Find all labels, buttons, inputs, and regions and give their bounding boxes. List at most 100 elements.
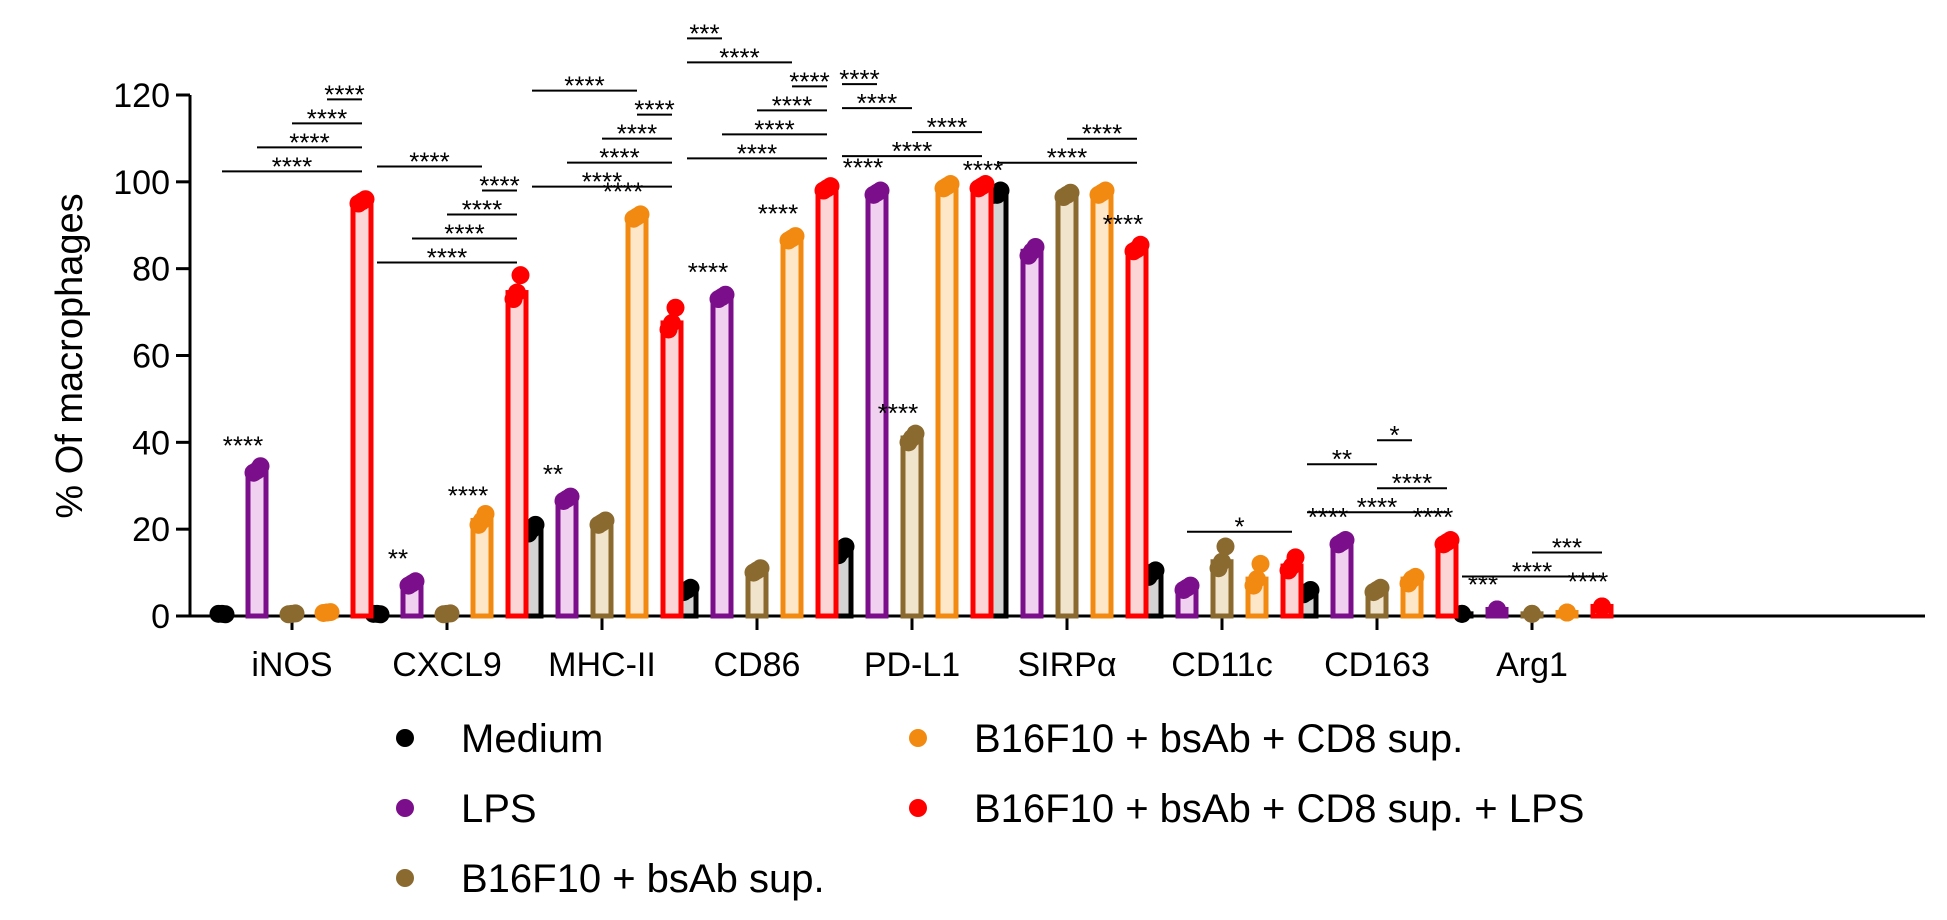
- data-point: [1438, 533, 1456, 552]
- significance-label: ****: [444, 219, 484, 249]
- significance-label: ****: [324, 79, 364, 109]
- data-point: [1368, 580, 1386, 599]
- data-point: [1488, 600, 1506, 619]
- significance-label: ****: [1357, 492, 1397, 522]
- significance-label: ****: [1392, 468, 1432, 498]
- significance-label: ****: [878, 398, 918, 428]
- data-point: [1283, 557, 1301, 576]
- x-tick-label: SIRPα: [1017, 646, 1116, 684]
- data-point: [438, 604, 456, 623]
- data-point: [1093, 183, 1111, 202]
- significance-label: ****: [737, 138, 777, 168]
- significance-label: *: [1389, 420, 1399, 450]
- bar: [1055, 192, 1079, 619]
- bar: [1020, 248, 1044, 619]
- significance-label: ****: [1568, 566, 1608, 596]
- data-point: [318, 603, 336, 622]
- data-point: [1216, 537, 1235, 556]
- bar: [780, 235, 804, 619]
- data-point: [1213, 552, 1231, 571]
- significance-label: ****: [1047, 143, 1087, 173]
- bar: [935, 183, 959, 619]
- significance-label: ****: [1103, 209, 1143, 239]
- legend-marker: [909, 799, 927, 817]
- bar: [590, 520, 614, 619]
- significance-label: ****: [582, 167, 622, 197]
- significance-label: ***: [689, 18, 719, 48]
- significance-label: ****: [963, 155, 1003, 185]
- bar: [245, 468, 269, 619]
- data-point: [628, 207, 646, 226]
- significance-label: ****: [599, 143, 639, 173]
- y-tick-label: 0: [151, 598, 170, 636]
- y-tick-label: 20: [132, 511, 170, 549]
- significance-label: ****: [857, 88, 897, 118]
- bar: [1330, 539, 1354, 619]
- significance-label: ****: [448, 480, 488, 510]
- x-tick-label: MHC-II: [548, 646, 656, 684]
- significance-label: ****: [772, 90, 812, 120]
- bar: [625, 214, 649, 619]
- x-tick-label: Arg1: [1496, 646, 1568, 684]
- significance-label: ****: [789, 66, 829, 96]
- y-tick-label: 100: [113, 164, 170, 202]
- data-point: [748, 561, 766, 580]
- significance-label: ****: [272, 151, 312, 181]
- significance-label: ****: [603, 177, 643, 207]
- legend-label: LPS: [461, 787, 537, 831]
- data-point: [1523, 604, 1541, 623]
- data-point: [973, 177, 991, 196]
- significance-label: ****: [927, 112, 967, 142]
- significance-label: ***: [1552, 532, 1582, 562]
- bar: [505, 290, 529, 619]
- legend-marker: [396, 799, 414, 817]
- legend-label: B16F10 + bsAb sup.: [461, 857, 825, 901]
- data-point: [666, 298, 685, 317]
- data-point: [1403, 570, 1421, 589]
- data-point: [903, 428, 921, 447]
- significance-label: ****: [617, 119, 657, 149]
- bar: [660, 320, 684, 619]
- significance-label: ****: [754, 114, 794, 144]
- data-point: [1333, 533, 1351, 552]
- data-point: [508, 283, 526, 302]
- significance-label: ****: [843, 153, 883, 183]
- y-tick-label: 60: [132, 338, 170, 376]
- bar: [350, 198, 374, 619]
- significance-label: ****: [307, 103, 347, 133]
- bar: [710, 294, 734, 619]
- data-point: [511, 266, 530, 285]
- significance-label: ****: [409, 147, 449, 177]
- data-point: [938, 177, 956, 196]
- data-point: [1128, 240, 1146, 259]
- data-point: [783, 229, 801, 248]
- x-tick-label: CD86: [714, 646, 801, 684]
- data-point: [1558, 603, 1576, 622]
- x-tick-label: CXCL9: [392, 646, 502, 684]
- data-point: [713, 287, 731, 306]
- data-point: [558, 489, 576, 508]
- y-tick-label: 120: [113, 77, 170, 115]
- bar: [1090, 190, 1114, 619]
- bar: [970, 183, 994, 619]
- significance-label: ****: [462, 195, 502, 225]
- bar: [1435, 539, 1459, 619]
- bar: [815, 185, 839, 619]
- bar: [470, 517, 494, 619]
- significance-label: ****: [1082, 119, 1122, 149]
- significance-label: ****: [688, 257, 728, 287]
- data-point: [1248, 570, 1266, 589]
- x-tick-label: PD-L1: [864, 646, 960, 684]
- legend-marker: [396, 729, 414, 747]
- data-point: [1251, 554, 1270, 573]
- x-tick-label: CD11c: [1171, 646, 1272, 684]
- legend-label: Medium: [461, 717, 603, 761]
- significance-label: **: [543, 459, 563, 489]
- legend-label: B16F10 + bsAb + CD8 sup. + LPS: [974, 787, 1584, 831]
- data-point: [1023, 242, 1041, 261]
- x-tick-label: CD163: [1324, 646, 1430, 684]
- data-point: [353, 192, 371, 211]
- data-point: [473, 511, 491, 530]
- significance-label: ****: [223, 431, 263, 461]
